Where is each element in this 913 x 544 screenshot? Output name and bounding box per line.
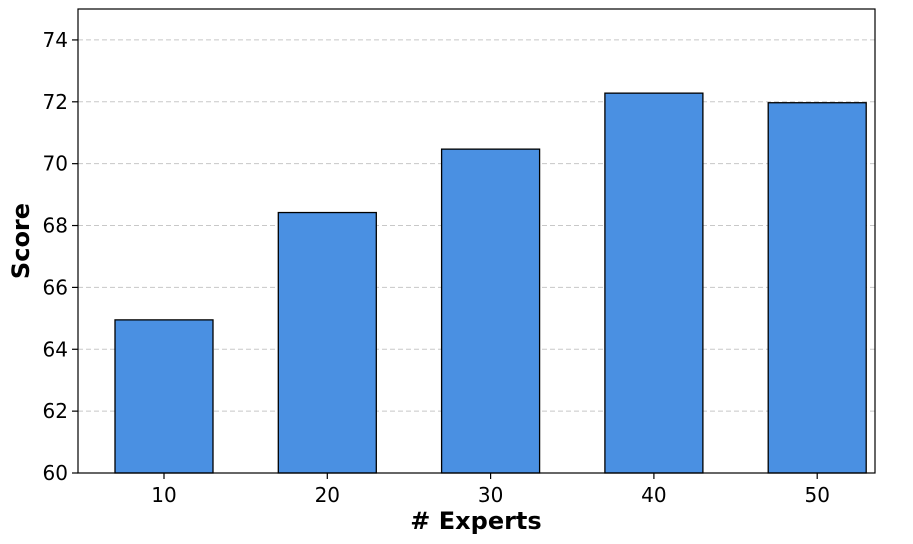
y-tick-label: 60 [43, 461, 68, 485]
x-axis-ticks: 10 20 30 40 50 [151, 473, 830, 507]
y-tick-label: 62 [43, 399, 68, 423]
x-axis-title: # Experts [410, 507, 541, 535]
x-tick-label: 30 [478, 483, 503, 507]
y-tick-label: 68 [43, 214, 68, 238]
y-axis-ticks: 60 62 64 66 68 70 72 74 [43, 28, 78, 485]
y-tick-label: 66 [43, 275, 68, 299]
x-tick-label: 40 [641, 483, 666, 507]
y-axis-title: Score [7, 203, 35, 279]
bar-50 [767, 102, 867, 474]
bar-30 [440, 148, 541, 474]
bar-40 [604, 92, 704, 474]
bars [114, 92, 867, 474]
bar-10 [114, 319, 214, 474]
x-tick-label: 50 [804, 483, 829, 507]
y-tick-label: 74 [43, 28, 68, 52]
x-tick-label: 20 [315, 483, 340, 507]
y-tick-label: 72 [43, 90, 68, 114]
plot-frame [77, 8, 876, 474]
y-tick-label: 64 [43, 337, 68, 361]
y-tick-label: 70 [43, 152, 68, 176]
x-tick-label: 10 [151, 483, 176, 507]
bar-20 [277, 211, 377, 474]
